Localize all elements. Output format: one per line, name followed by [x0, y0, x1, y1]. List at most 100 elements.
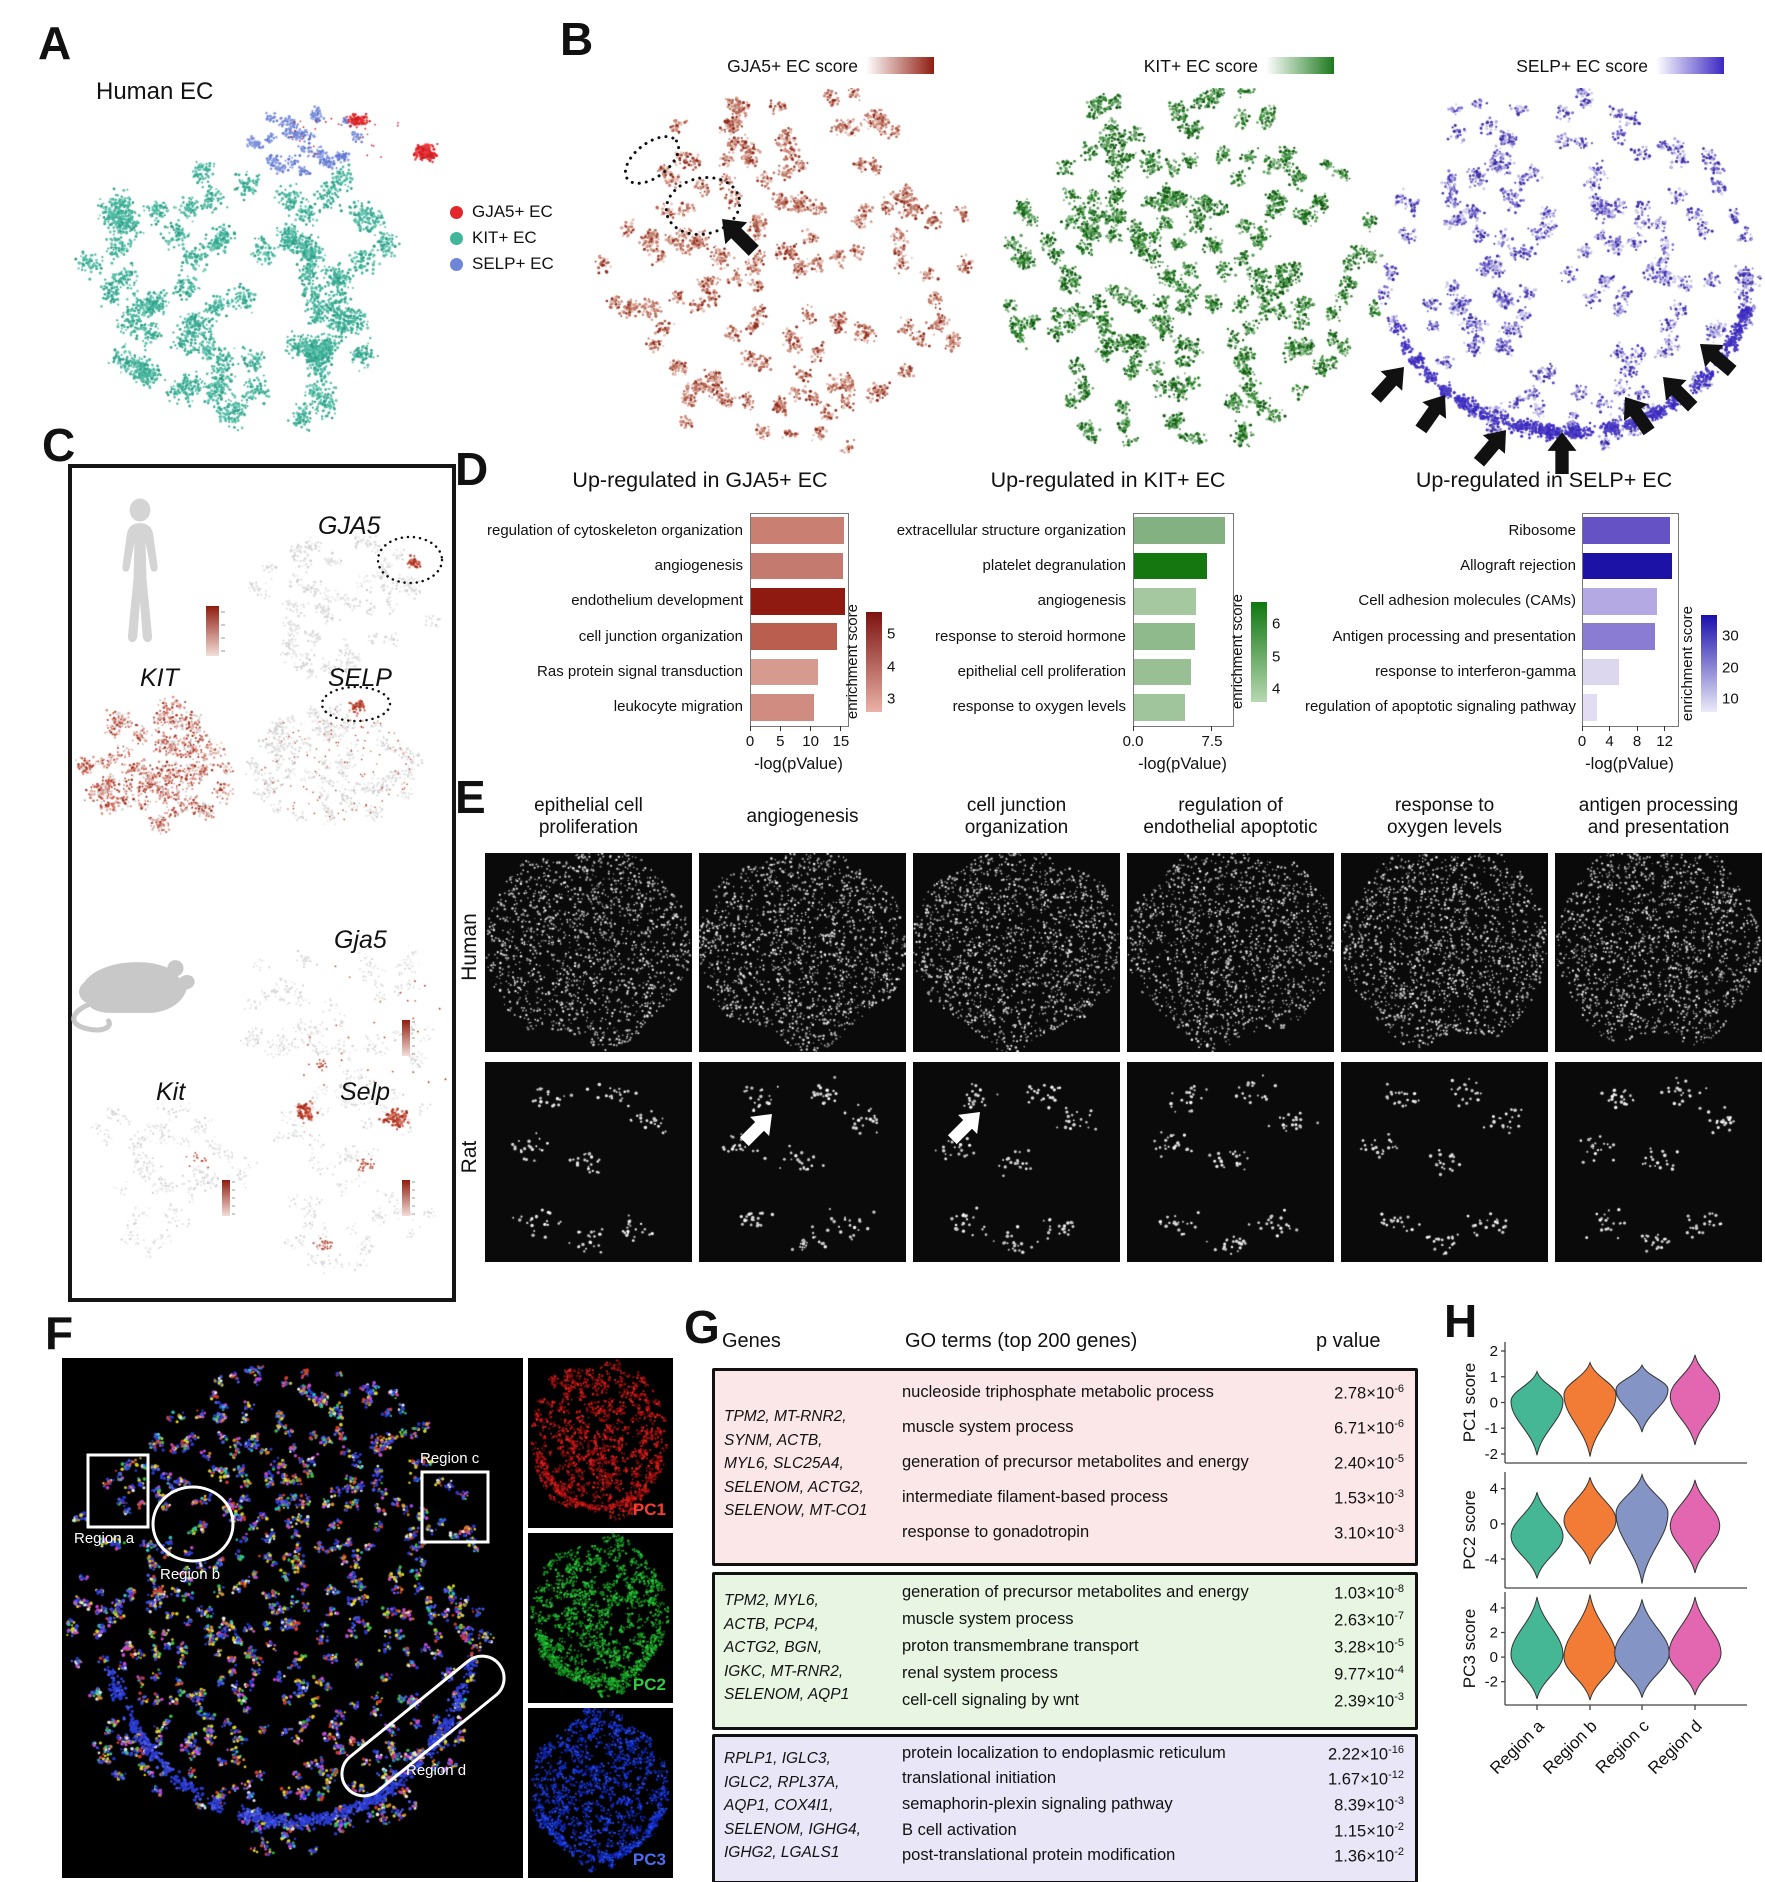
gja5-score-title: GJA5+ EC score [727, 56, 858, 76]
gene-label-kit-human: KIT [140, 664, 179, 692]
go-term: muscle system process [902, 1417, 1074, 1436]
p-value: 1.36×10-2 [1300, 1846, 1404, 1867]
umap-plot [55, 58, 447, 444]
bar-category-label: extracellular structure organization [896, 521, 1126, 539]
e-cell-rat-1 [699, 1062, 906, 1262]
mouse-silhouette-icon [71, 960, 195, 1033]
svg-text:PC3 score: PC3 score [1460, 1609, 1479, 1688]
x-tick-label: 4 [1605, 733, 1614, 750]
gene-label-gja5-human: GJA5 [318, 512, 381, 540]
e-cell-human-3 [1127, 853, 1334, 1052]
violin [1615, 1363, 1669, 1433]
pc1-label: PC1 [632, 1500, 666, 1519]
legend-item-gja5: GJA5+ EC [450, 202, 553, 222]
spatial-selp-score [1372, 88, 1765, 470]
x-tick-label: 0 [1577, 733, 1587, 750]
enrichment-score-label: enrichment score [842, 592, 862, 732]
p-value-mantissa: 2.22×10 [1327, 1745, 1389, 1764]
p-value-mantissa: 1.03×10 [1334, 1584, 1395, 1603]
expression-colorbar-small [402, 1180, 410, 1216]
p-value: 9.77×10-4 [1300, 1664, 1404, 1685]
bar-category-label: regulation of cytoskeleton organization [487, 521, 743, 539]
bar-plot-box [1582, 513, 1679, 727]
x-tick-label: 5 [776, 733, 785, 750]
gene-label-kit-rat: Kit [156, 1078, 186, 1106]
e-cell-human-5 [1555, 853, 1762, 1052]
gene-label-gja5-rat: Gja5 [334, 926, 387, 954]
bar-category-label: Antigen processing and presentation [1332, 627, 1576, 645]
bar-category-label: cell junction organization [578, 627, 743, 645]
e-column-header: response to oxygen levels [1386, 794, 1503, 838]
go-term: cell-cell signaling by wnt [902, 1691, 1079, 1710]
e-cell-rat-0 [485, 1062, 692, 1262]
gene-list: TPM2, MT-RNR2, SYNM, ACTB, MYL6, SLC25A4… [724, 1368, 894, 1560]
bar [751, 693, 815, 721]
e-column-header: antigen processing and presentation [1578, 794, 1739, 838]
region-tick-label: Region c [1592, 1716, 1653, 1777]
svg-text:PC1 score: PC1 score [1460, 1363, 1479, 1442]
p-value: 2.22×10-16 [1300, 1744, 1404, 1765]
gene-list-text: TPM2, MYL6, ACTB, PCP4, ACTG2, BGN, IGKC… [724, 1592, 850, 1704]
panel-g-label: G [684, 1301, 720, 1353]
enrichment-score-text: enrichment score [843, 604, 861, 720]
x-tick-mark [1581, 726, 1583, 731]
go-term: nucleoside triphosphate metabolic proces… [902, 1382, 1214, 1401]
kit-score-title: KIT+ EC score [1143, 56, 1258, 76]
p-value: 1.03×10-8 [1300, 1583, 1404, 1604]
legend-label: KIT+ EC [472, 228, 537, 247]
svg-text:4: 4 [1490, 1600, 1498, 1617]
region-c-label: Region c [420, 1450, 480, 1467]
pc2-label: PC2 [632, 1675, 666, 1694]
go-term: intermediate filament-based process [902, 1488, 1168, 1507]
human-silhouette-icon [122, 498, 158, 643]
e-column-header: regulation of endothelial apoptotic [1143, 794, 1318, 838]
e-column-header: angiogenesis [746, 805, 859, 827]
kit-score-colorbar [1266, 57, 1334, 74]
bar-plot-box [750, 513, 849, 727]
colorbar-tick-label: 10 [1722, 690, 1739, 708]
panel-e-label: E [455, 771, 486, 823]
region-b-label: Region b [160, 1566, 221, 1583]
bar-category-label: response to oxygen levels [952, 698, 1126, 716]
p-value-mantissa: 2.63×10 [1334, 1611, 1395, 1630]
p-value-mantissa: 2.78×10 [1334, 1384, 1395, 1403]
bar-category-label: angiogenesis [1037, 592, 1126, 610]
gene-list: RPLP1, IGLC3, IGLC2, RPL37A, AQP1, COX4I… [724, 1734, 894, 1878]
go-term: response to gonadotropin [902, 1523, 1090, 1542]
x-tick-mark [840, 726, 842, 731]
bar-chart-title: Up-regulated in KIT+ EC [990, 468, 1226, 492]
svg-text:PC2 score: PC2 score [1460, 1490, 1479, 1569]
p-value-mantissa: 1.15×10 [1334, 1822, 1395, 1841]
x-tick-mark [810, 726, 812, 731]
bar-category-label: epithelial cell proliferation [957, 663, 1126, 680]
enrichment-score-label: enrichment score [1677, 595, 1697, 732]
region-a-label: Region a [74, 1530, 135, 1547]
pc3-channel-image [528, 1708, 673, 1878]
x-tick-mark [1664, 726, 1666, 731]
p-value-exponent: -16 [1388, 1743, 1404, 1756]
violin [1615, 1472, 1669, 1584]
p-value-exponent: -6 [1394, 1417, 1404, 1430]
x-axis-title: -log(pValue) [1138, 755, 1227, 773]
p-value-exponent: -3 [1394, 1488, 1404, 1501]
bar-category-label: Cell adhesion molecules (CAMs) [1358, 592, 1576, 610]
panel-f-label: F [45, 1307, 74, 1359]
bar [751, 623, 838, 651]
legend-label: GJA5+ EC [472, 202, 553, 221]
gene-list-text: RPLP1, IGLC3, IGLC2, RPL37A, AQP1, COX4I… [724, 1750, 861, 1862]
bar-category-label: angiogenesis [654, 557, 743, 574]
colorbar-tick-label: 6 [1272, 615, 1281, 633]
spatial-pc-composite [62, 1358, 523, 1878]
svg-text:0: 0 [1490, 1395, 1498, 1412]
p-value-exponent: -2 [1394, 1820, 1404, 1833]
p-value: 2.63×10-7 [1300, 1610, 1404, 1631]
colorbar-tick-label: 20 [1722, 659, 1739, 677]
panel-a-label: A [38, 17, 72, 69]
p-value: 2.40×10-5 [1300, 1453, 1404, 1474]
go-term: proton transmembrane transport [902, 1637, 1139, 1655]
pc1-channel-image [528, 1358, 673, 1528]
expression-colorbar-small [402, 1020, 410, 1056]
violin [1669, 1479, 1721, 1574]
p-value-exponent: -3 [1394, 1795, 1404, 1807]
bar-category-label: endothelium development [571, 592, 743, 610]
